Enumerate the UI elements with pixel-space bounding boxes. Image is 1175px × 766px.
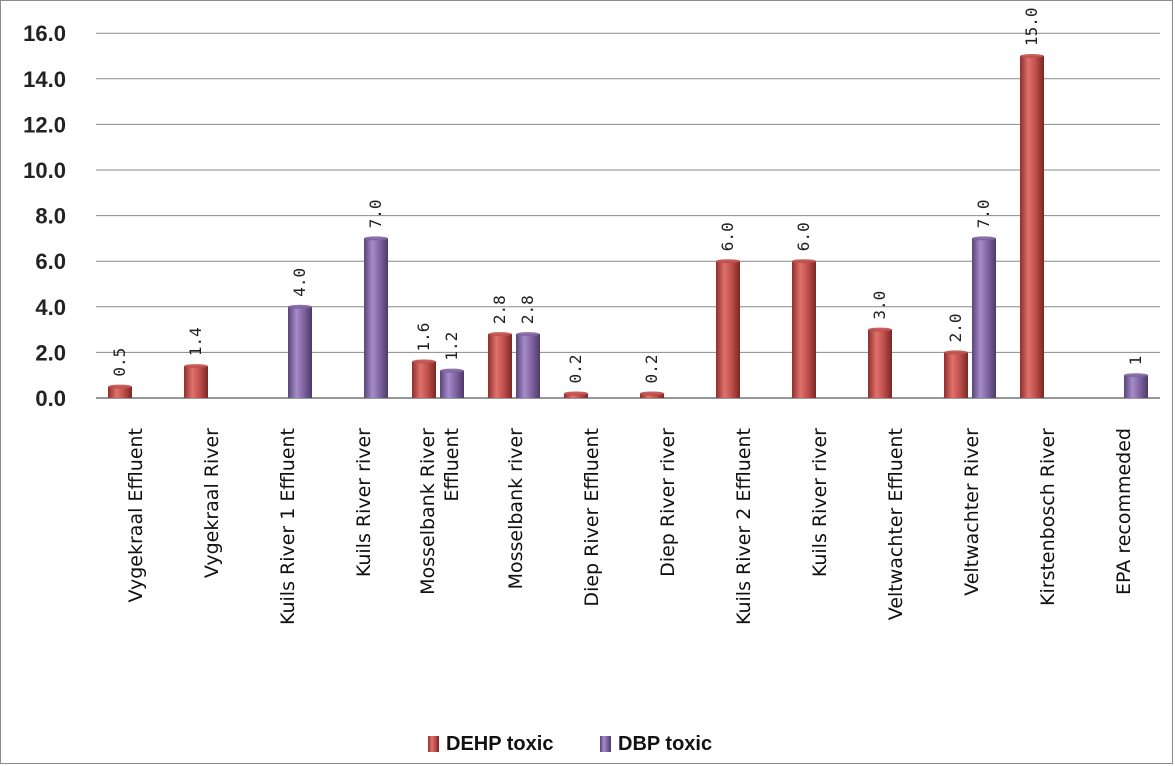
- bar-dbp: [516, 332, 540, 398]
- bar-dbp: [972, 236, 996, 398]
- y-tick-label: 4.0: [35, 295, 66, 320]
- data-label: 2.0: [946, 313, 965, 342]
- data-label: 6.0: [718, 222, 737, 251]
- bar-dehp: [944, 350, 968, 398]
- data-label: 0.5: [110, 348, 129, 377]
- legend-swatch: [600, 736, 611, 752]
- bar-dehp: [1020, 54, 1044, 398]
- x-tick-label: Diep River river: [657, 428, 679, 577]
- bars: [108, 54, 1148, 398]
- data-label: 3.0: [870, 291, 889, 320]
- x-tick-label: Kuils River river: [809, 428, 831, 577]
- x-tick-label: Mosselbank River: [417, 428, 439, 595]
- legend-item-dbp: DBP toxic: [600, 733, 712, 755]
- data-label: 6.0: [794, 222, 813, 251]
- x-tick-label: Kuils River 2 Effluent: [733, 428, 755, 625]
- x-tick-label: Kuils River river: [353, 428, 375, 577]
- x-tick-label: Mosselbank river: [505, 428, 527, 590]
- legend-label: DEHP toxic: [446, 733, 553, 755]
- bar-dbp: [440, 368, 464, 398]
- legend-label: DBP toxic: [618, 733, 712, 755]
- y-tick-label: 10.0: [23, 158, 66, 183]
- bar-dehp: [564, 391, 588, 398]
- legend-swatch: [428, 736, 439, 752]
- bar-dbp: [288, 304, 312, 398]
- x-tick-label: Veltwachter Effluent: [885, 428, 907, 620]
- data-label: 15.0: [1022, 7, 1041, 46]
- data-label: 1.2: [442, 332, 461, 361]
- data-label: 1.4: [186, 327, 205, 356]
- data-label: 1: [1126, 356, 1145, 366]
- y-axis: 0.0 2.0 4.0 6.0 8.0 10.0 12.0 14.0 16.0: [23, 21, 66, 411]
- bar-dbp: [1124, 373, 1148, 398]
- x-tick-label: Effluent: [441, 428, 463, 502]
- x-tick-label: Diep River Effluent: [581, 428, 603, 607]
- data-label: 1.6: [414, 323, 433, 352]
- y-tick-label: 6.0: [35, 249, 66, 274]
- bar-dehp: [716, 259, 740, 398]
- bar-dehp: [412, 359, 436, 398]
- data-label: 0.2: [566, 355, 585, 384]
- data-label: 4.0: [290, 268, 309, 297]
- x-axis: Vygekraal Effluent Vygekraal River Kuils R…: [125, 428, 1135, 625]
- bar-dehp: [488, 332, 512, 398]
- y-tick-label: 12.0: [23, 112, 66, 137]
- grid-lines: [96, 32, 1160, 399]
- data-label: 2.8: [518, 295, 537, 324]
- x-tick-label: Kuils River 1 Effluent: [277, 428, 299, 625]
- bar-dehp: [792, 259, 816, 398]
- y-tick-label: 0.0: [35, 386, 66, 411]
- y-tick-label: 8.0: [35, 204, 66, 229]
- x-tick-label: EPA recommeded: [1113, 428, 1135, 595]
- bar-dehp: [184, 364, 208, 398]
- bar-dehp: [640, 391, 664, 398]
- data-label: 7.0: [974, 199, 993, 228]
- y-tick-label: 16.0: [23, 21, 66, 46]
- data-label: 7.0: [366, 199, 385, 228]
- y-tick-label: 2.0: [35, 340, 66, 365]
- data-label: 2.8: [490, 295, 509, 324]
- x-tick-label: Vygekraal River: [201, 428, 223, 578]
- data-label: 0.2: [642, 355, 661, 384]
- data-labels: 0.5 1.4 4.0 7.0 1.6 1.2 2.8 2.8 0.2 0.2 6.0 6.0 3.0 2…: [110, 7, 1145, 383]
- x-tick-label: Vygekraal Effluent: [125, 428, 147, 603]
- x-tick-label: Kirstenbosch River: [1037, 428, 1059, 606]
- y-tick-label: 14.0: [23, 67, 66, 92]
- legend-item-dehp: DEHP toxic: [428, 733, 553, 755]
- x-tick-label: Veltwachter River: [961, 428, 983, 596]
- legend: DEHP toxic DBP toxic: [428, 733, 712, 755]
- bar-dehp: [108, 384, 132, 398]
- bar-dehp: [868, 327, 892, 398]
- bar-dbp: [364, 236, 388, 398]
